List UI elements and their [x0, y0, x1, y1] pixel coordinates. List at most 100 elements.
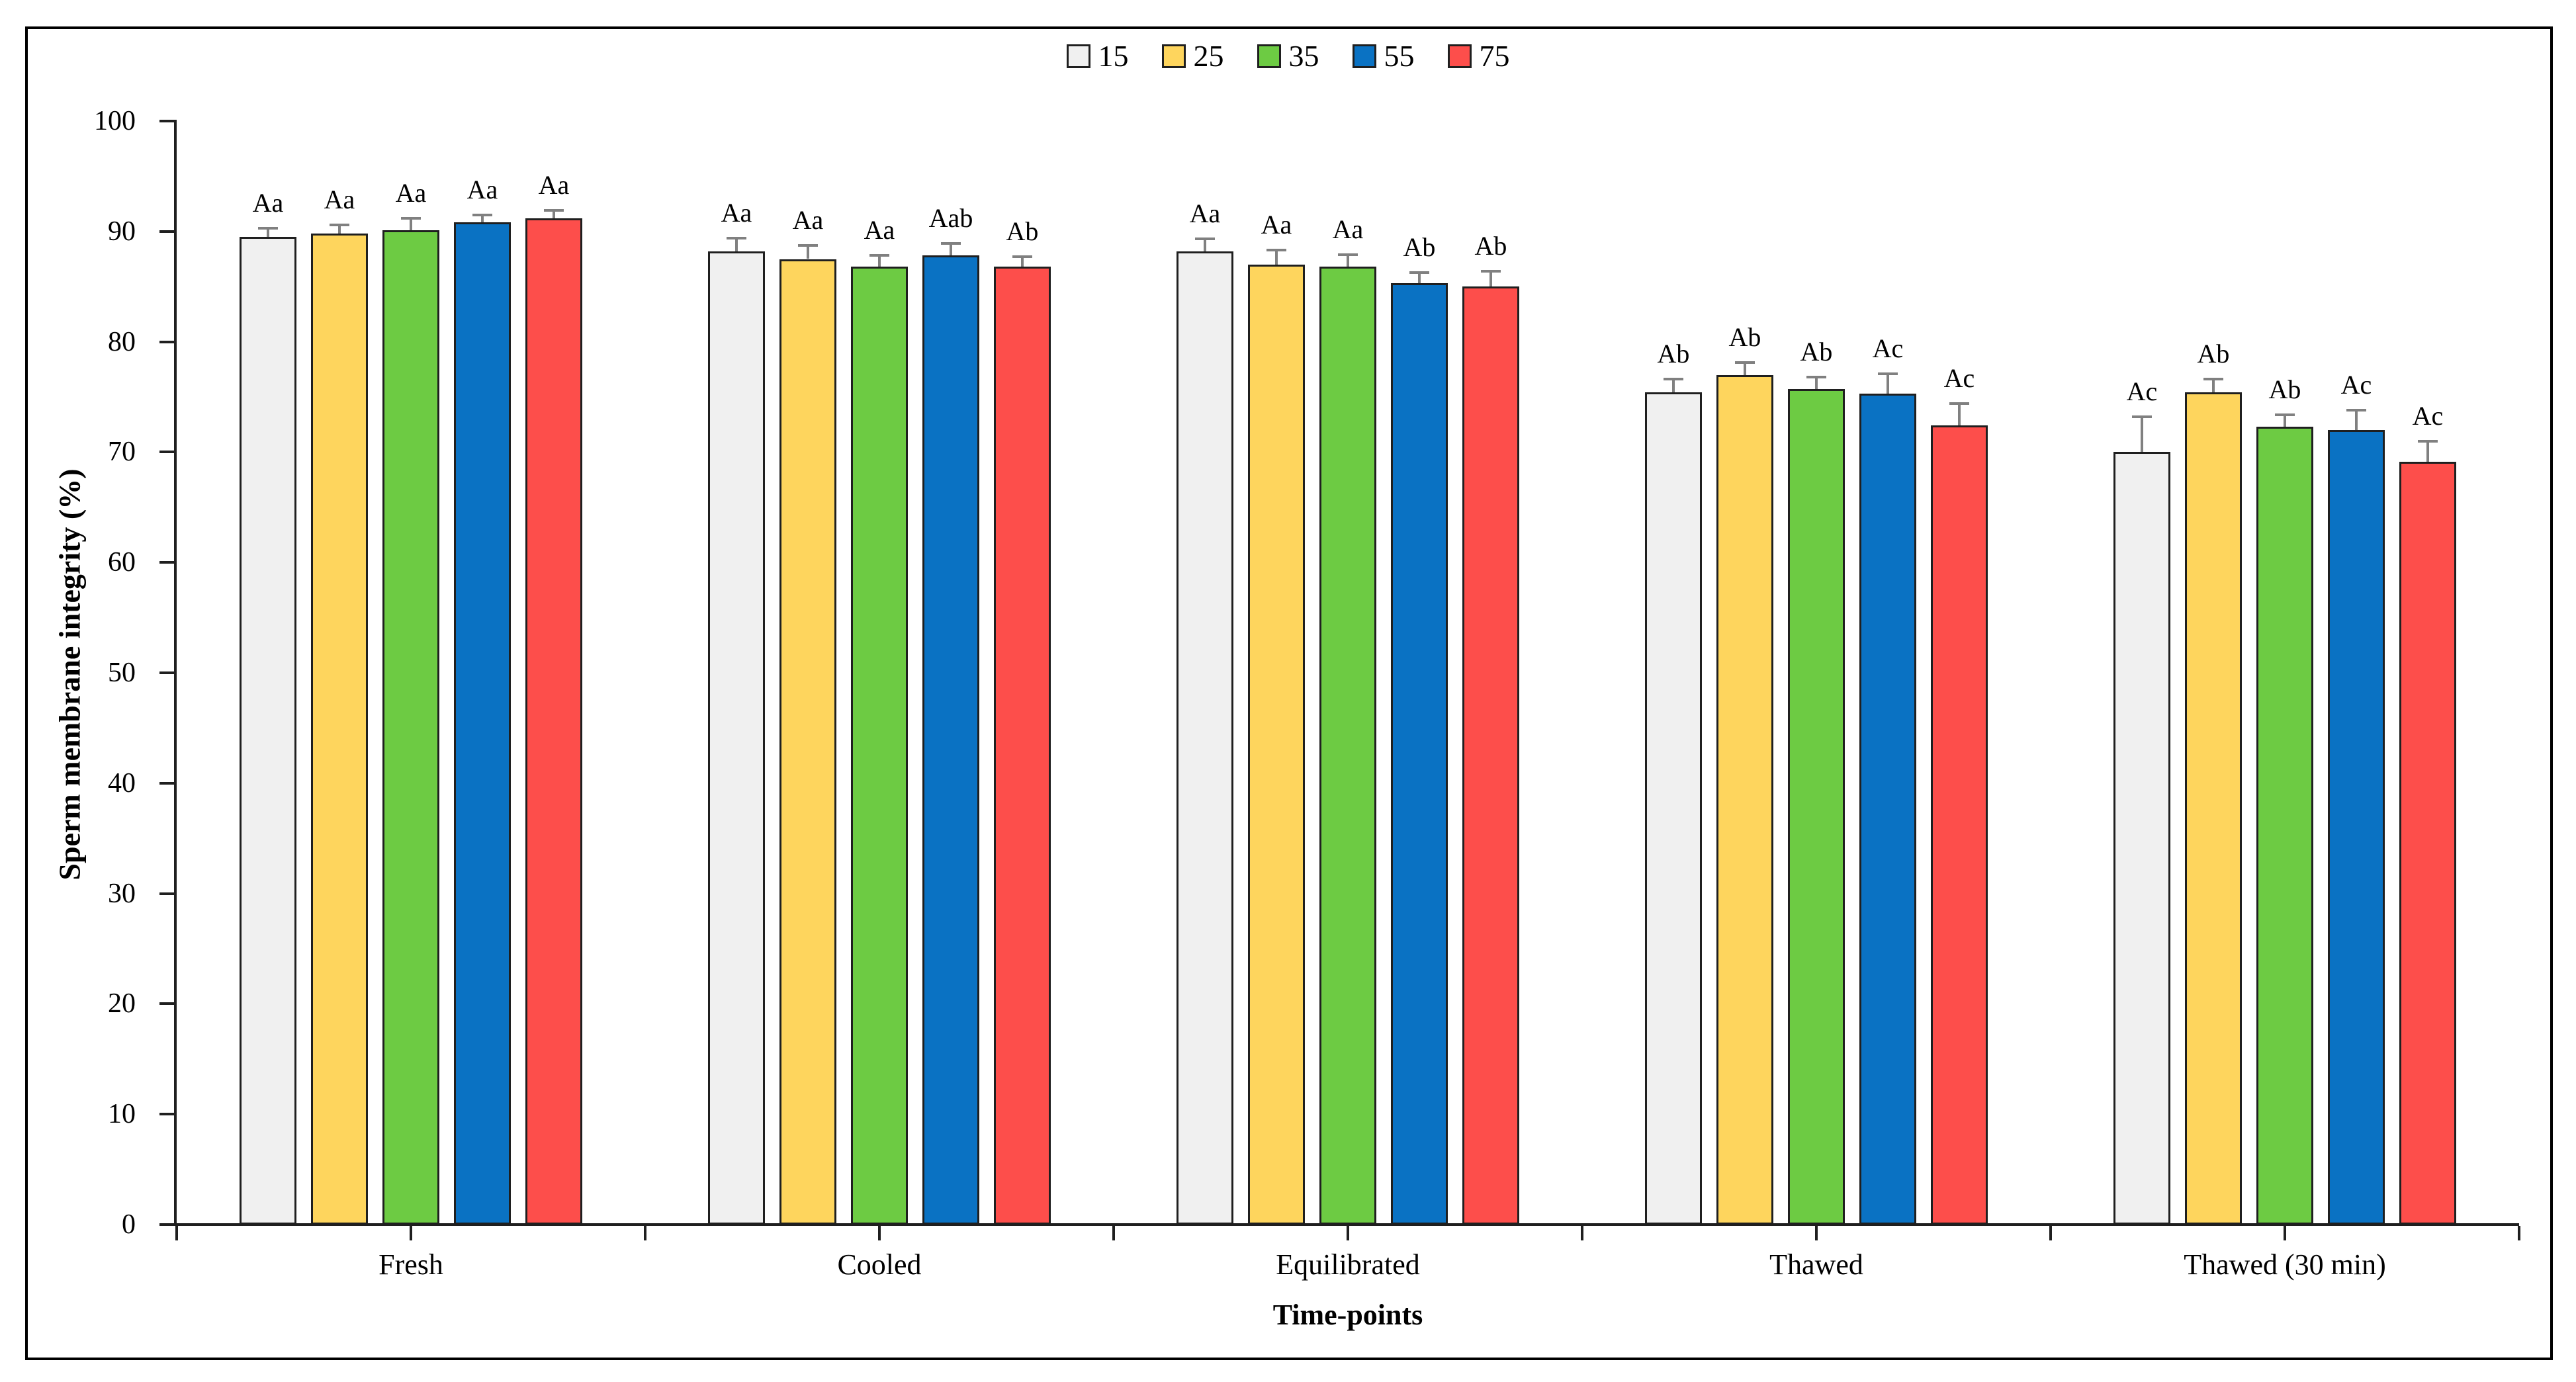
y-tick-label: 90	[108, 216, 136, 247]
error-bar-line	[1815, 376, 1818, 390]
bar-sig-label: Aa	[466, 174, 498, 204]
error-bar-cap	[1195, 238, 1215, 241]
y-tick-label: 80	[108, 326, 136, 357]
error-bar-line	[2212, 379, 2215, 393]
bar	[1462, 286, 1519, 1225]
legend-item: 75	[1447, 39, 1510, 73]
bar	[311, 234, 368, 1225]
bar-sig-label: Aa	[864, 215, 895, 245]
bar	[1859, 393, 1916, 1225]
error-bar-line	[2426, 441, 2429, 462]
bar	[1248, 264, 1305, 1225]
x-axis-tick	[1347, 1226, 1349, 1240]
error-bar-cap	[2346, 409, 2366, 412]
error-bar-cap	[2418, 439, 2438, 443]
error-bar-cap	[544, 209, 564, 212]
bar	[1177, 251, 1233, 1225]
y-axis-tick	[159, 1223, 174, 1226]
bar-sig-label: Aa	[1332, 214, 1364, 244]
error-bar-cap	[1409, 271, 1429, 274]
bar	[1788, 389, 1845, 1225]
bar	[2328, 430, 2385, 1225]
x-category-label: Thawed (30 min)	[2184, 1248, 2386, 1281]
y-axis-tick	[159, 120, 174, 122]
bar-sig-label: Ab	[2268, 374, 2301, 404]
error-bar-cap	[1012, 255, 1032, 259]
legend-swatch-icon	[1161, 44, 1186, 68]
legend-label: 75	[1479, 39, 1510, 73]
error-bar-line	[2284, 414, 2286, 427]
y-axis-tick	[159, 451, 174, 454]
y-axis-tick	[159, 671, 174, 674]
legend-label: 35	[1288, 39, 1319, 73]
error-bar-cap	[798, 244, 818, 247]
error-bar-line	[950, 243, 952, 256]
bar-sig-label: Ac	[1943, 363, 1975, 393]
bar	[382, 230, 439, 1225]
y-axis-tick	[159, 892, 174, 895]
error-bar-line	[553, 210, 555, 218]
error-bar-cap	[1664, 378, 1683, 381]
error-bar-line	[2141, 417, 2143, 453]
error-bar-cap	[401, 216, 421, 220]
bar	[922, 255, 979, 1225]
bar-sig-label: Ab	[1006, 216, 1039, 247]
bar-sig-label: Aa	[538, 170, 570, 200]
y-axis-tick	[159, 561, 174, 564]
bar	[2113, 452, 2170, 1225]
bar-sig-label: Ab	[1657, 339, 1690, 369]
error-bar-line	[1347, 254, 1349, 267]
y-tick-label: 70	[108, 437, 136, 468]
error-bar-line	[1489, 271, 1492, 287]
error-bar-line	[410, 218, 412, 231]
error-bar-cap	[1266, 249, 1286, 252]
x-axis-tick	[1112, 1226, 1115, 1240]
bar-sig-label: Ac	[2126, 376, 2158, 407]
legend-swatch-icon	[1447, 44, 1472, 68]
y-axis-tick	[159, 230, 174, 233]
bar-sig-label: Ab	[1403, 232, 1436, 262]
x-axis-tick	[2518, 1226, 2520, 1240]
bar	[525, 218, 582, 1225]
error-bar-line	[1204, 239, 1206, 251]
error-bar-line	[1958, 404, 1961, 426]
y-axis-tick	[159, 340, 174, 343]
error-bar-line	[878, 255, 881, 267]
x-axis-tick	[878, 1226, 881, 1240]
bar-sig-label: Aab	[928, 203, 973, 234]
x-axis-line	[174, 1223, 2519, 1226]
error-bar-cap	[1949, 402, 1969, 405]
legend-item: 15	[1066, 41, 1129, 71]
error-bar-line	[1887, 373, 1889, 394]
y-axis-line	[174, 120, 177, 1226]
x-axis-tick	[1815, 1226, 1818, 1240]
bar	[1645, 392, 1702, 1225]
legend-item: 25	[1161, 41, 1224, 71]
bar	[779, 259, 836, 1225]
error-bar-cap	[1806, 375, 1826, 378]
error-bar-cap	[1878, 372, 1898, 375]
legend-item: 55	[1352, 41, 1415, 71]
error-bar-line	[1418, 272, 1421, 284]
error-bar-line	[338, 224, 341, 234]
bar-sig-label: Ac	[2412, 400, 2444, 431]
error-bar-cap	[727, 236, 746, 239]
error-bar-cap	[330, 223, 349, 226]
x-category-label: Cooled	[837, 1248, 922, 1281]
y-tick-label: 10	[108, 1099, 136, 1130]
chart-legend: 15 25 35 55 75	[0, 41, 2576, 71]
bar-sig-label: Ab	[1474, 230, 1507, 261]
error-bar-line	[735, 238, 738, 251]
bar	[1931, 425, 1988, 1225]
error-bar-line	[267, 228, 269, 238]
bar	[1391, 283, 1448, 1225]
error-bar-cap	[2132, 415, 2152, 419]
bar	[2256, 427, 2313, 1225]
bar	[708, 251, 765, 1225]
bar-sig-label: Aa	[721, 197, 752, 228]
x-axis-tick	[175, 1226, 178, 1240]
y-tick-label: 50	[108, 658, 136, 688]
error-bar-cap	[1338, 253, 1358, 256]
bar-sig-label: Aa	[324, 184, 355, 214]
